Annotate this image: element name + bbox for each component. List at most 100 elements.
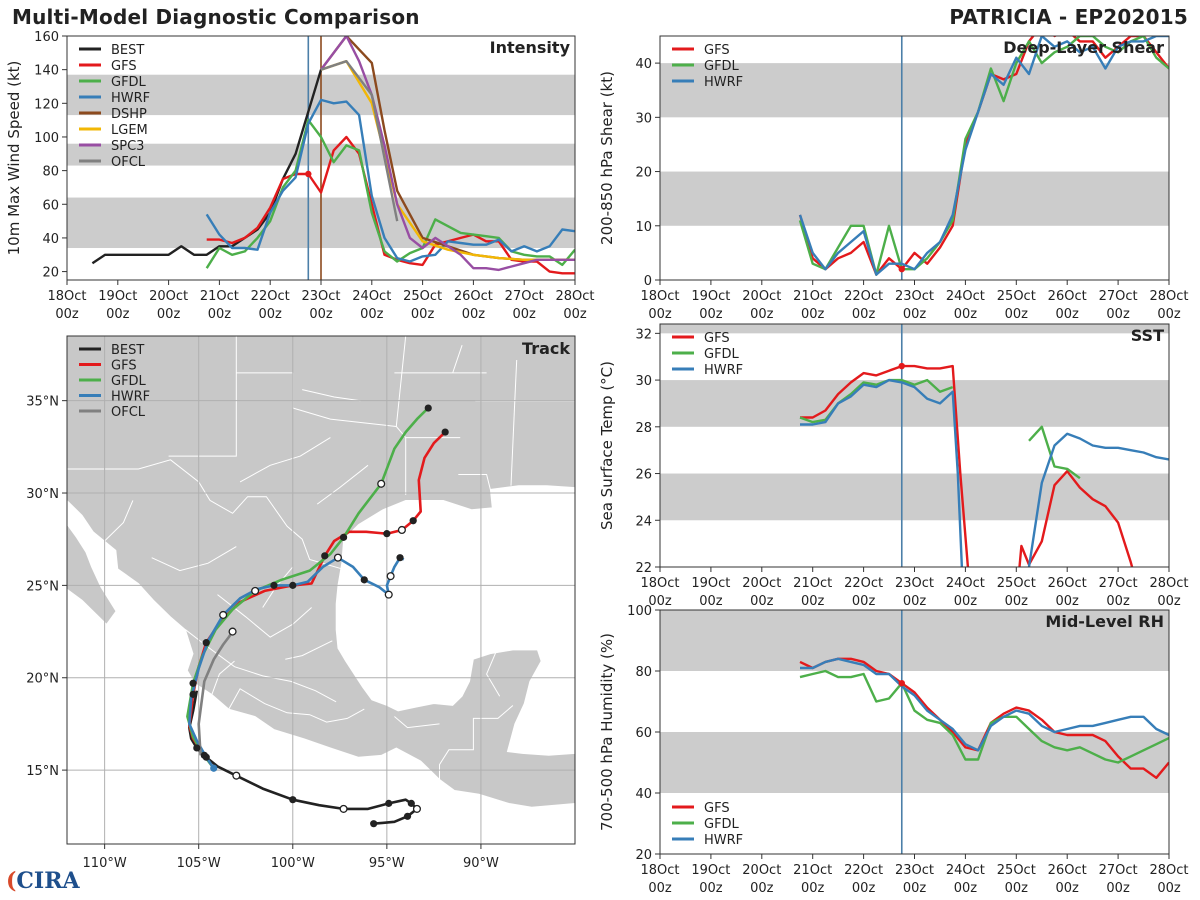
legend-label-gfs: GFS: [704, 801, 730, 816]
series-line-hwrf: [798, 36, 1169, 276]
legend-label-hwrf: HWRF: [704, 363, 743, 378]
political-border: [217, 594, 312, 638]
land-mass: [67, 523, 117, 625]
x-tick-label: 00z: [1005, 307, 1029, 322]
x-tick-label: 28Oct: [1149, 863, 1188, 878]
political-border: [168, 336, 237, 457]
legend-label-best: BEST: [111, 43, 144, 58]
x-tick-label: 21Oct: [793, 863, 832, 878]
y-tick-label: 20: [635, 848, 652, 863]
y-tick-label: 30: [635, 374, 652, 389]
x-tick-label: 00z: [750, 307, 774, 322]
x-tick-label: 27Oct: [1099, 863, 1138, 878]
threshold-band: [660, 732, 1169, 793]
track-point-closed: [407, 799, 415, 807]
shear-panel: 0 10 20 30 40 18Oct 00z 19Oct 00z 20Oct 00z 21Oct 00…: [598, 35, 1189, 322]
land-mass: [67, 336, 575, 808]
y-tick-label: 40: [635, 787, 652, 802]
political-border: [486, 651, 501, 697]
y-tick-label: 100: [34, 131, 59, 146]
track-point-closed: [270, 581, 278, 589]
x-tick-label: 00z: [954, 307, 978, 322]
x-tick-label: 00z: [852, 307, 876, 322]
series-line-gfdl: [799, 669, 1169, 764]
x-tick-label: 27Oct: [1099, 289, 1138, 304]
analysis-point-gfs: [898, 265, 905, 273]
x-tick-label: 00z: [903, 307, 927, 322]
legend-label-ofcl: OFCL: [111, 405, 146, 420]
track-point-open: [333, 553, 342, 562]
track-point-closed: [289, 581, 297, 589]
x-tick-label: 25Oct: [997, 289, 1036, 304]
x-tick-label: 21Oct: [200, 289, 239, 304]
political-border: [458, 474, 491, 490]
panel-title: SST: [1131, 326, 1164, 345]
y-tick-label: 40: [42, 232, 59, 247]
track-point-closed: [360, 576, 368, 584]
x-tick-label: 00z: [360, 307, 384, 322]
x-tick-label: 00z: [106, 307, 130, 322]
logo-c-mark: (: [6, 868, 17, 894]
x-tick-label: 21Oct: [793, 576, 832, 591]
legend-label-spc3: SPC3: [111, 139, 144, 154]
series-line-gfdl: [799, 378, 954, 424]
y-tick-label: 80: [42, 165, 59, 180]
x-tick-label: 00z: [513, 307, 537, 322]
political-border: [395, 336, 407, 495]
x-tick-label: 19Oct: [691, 576, 730, 591]
series-group: [798, 36, 1169, 276]
track-point-closed: [193, 744, 201, 752]
y-tick-label: 26: [635, 468, 652, 483]
track-point-closed: [396, 554, 404, 562]
lon-label: 105°W: [177, 856, 221, 871]
x-tick-label: 00z: [157, 307, 181, 322]
track-line-gfdl: [186, 407, 430, 770]
y-axis-label: Sea Surface Temp (°C): [598, 361, 616, 530]
x-tick-label: 00z: [208, 307, 232, 322]
x-tick-label: 20Oct: [742, 289, 781, 304]
map-frame: [66, 335, 576, 845]
track-point-closed: [409, 517, 417, 525]
y-tick-label: 140: [34, 64, 59, 79]
track-point-closed: [289, 796, 297, 804]
x-tick-label: 00z: [1157, 594, 1181, 609]
x-tick-label: 27Oct: [505, 289, 544, 304]
series-line-hwrf: [800, 657, 1169, 752]
x-tick-label: 00z: [699, 594, 723, 609]
threshold-band: [660, 63, 1169, 118]
track-panel: 110°W 105°W 100°W 95°W 90°W 15°N 20°N 25°N 30°N 3…: [26, 335, 576, 871]
legend-label-hwrf: HWRF: [111, 390, 150, 405]
legend-label-lgem: LGEM: [111, 123, 148, 138]
track-point-closed: [424, 404, 432, 412]
x-tick-label: 23Oct: [301, 289, 340, 304]
y-tick-label: 20: [635, 166, 652, 181]
x-tick-label: 00z: [801, 594, 825, 609]
x-tick-label: 28Oct: [555, 289, 594, 304]
political-border: [302, 389, 361, 402]
x-tick-label: 00z: [1157, 881, 1181, 896]
y-axis-label: 10m Max Wind Speed (kt): [5, 61, 23, 256]
political-border: [285, 640, 333, 660]
legend-label-gfdl: GFDL: [704, 347, 740, 362]
track-point-open: [251, 586, 260, 595]
x-tick-label: 19Oct: [98, 289, 137, 304]
lon-label: 90°W: [463, 856, 499, 871]
x-tick-label: 00z: [699, 881, 723, 896]
x-tick-label: 00z: [801, 307, 825, 322]
track-point-closed: [339, 533, 348, 541]
lon-label: 110°W: [83, 856, 127, 871]
political-border: [228, 688, 365, 723]
analysis-point-gfs: [898, 362, 905, 370]
series-line-hwrf: [1027, 432, 1169, 567]
legend-label-ofcl: OFCL: [111, 155, 146, 170]
series-line-ofcl: [320, 60, 399, 222]
x-tick-label: 00z: [55, 307, 79, 322]
x-tick-label: 18Oct: [640, 576, 679, 591]
legend-label-hwrf: HWRF: [704, 833, 743, 848]
series-line-gfs: [1018, 470, 1134, 567]
legend-label-gfs: GFS: [704, 43, 730, 58]
y-tick-label: 160: [34, 30, 59, 45]
land-mass: [574, 636, 575, 643]
track-point-open: [377, 479, 386, 488]
